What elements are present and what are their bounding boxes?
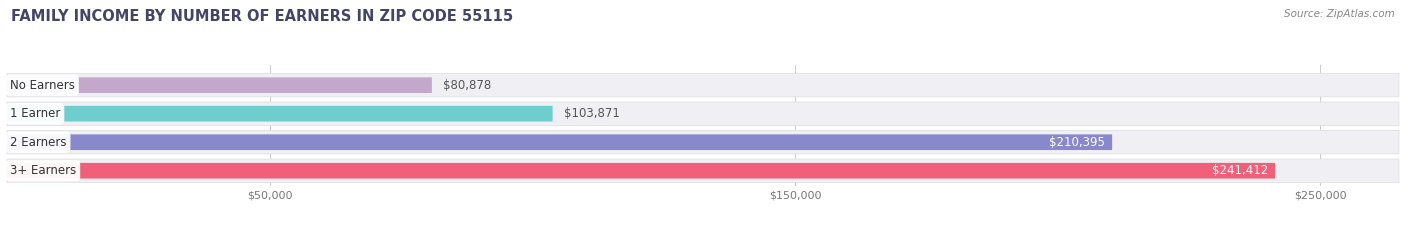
FancyBboxPatch shape <box>7 102 1399 125</box>
Text: $103,871: $103,871 <box>564 107 620 120</box>
FancyBboxPatch shape <box>7 130 1399 154</box>
Text: Source: ZipAtlas.com: Source: ZipAtlas.com <box>1284 9 1395 19</box>
Text: FAMILY INCOME BY NUMBER OF EARNERS IN ZIP CODE 55115: FAMILY INCOME BY NUMBER OF EARNERS IN ZI… <box>11 9 513 24</box>
Text: 2 Earners: 2 Earners <box>10 136 66 149</box>
Text: No Earners: No Earners <box>10 79 75 92</box>
Text: $80,878: $80,878 <box>443 79 491 92</box>
FancyBboxPatch shape <box>7 73 1399 97</box>
Text: $210,395: $210,395 <box>1049 136 1105 149</box>
Text: 1 Earner: 1 Earner <box>10 107 60 120</box>
FancyBboxPatch shape <box>7 106 553 122</box>
FancyBboxPatch shape <box>7 163 1275 178</box>
FancyBboxPatch shape <box>7 159 1399 182</box>
FancyBboxPatch shape <box>7 77 432 93</box>
FancyBboxPatch shape <box>7 134 1112 150</box>
Text: $241,412: $241,412 <box>1212 164 1268 177</box>
Text: 3+ Earners: 3+ Earners <box>10 164 76 177</box>
